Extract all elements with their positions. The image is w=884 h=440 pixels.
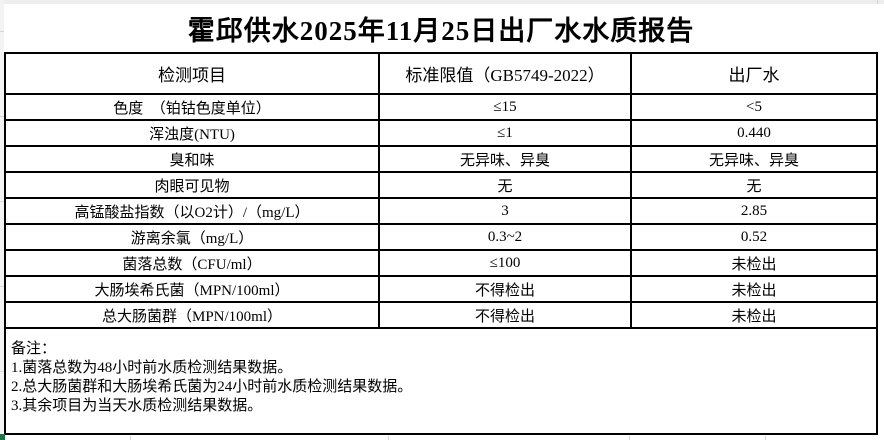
sheet-left-margin [0,0,4,440]
item-cell[interactable]: 高锰酸盐指数（以O2计）/（mg/L） [6,199,380,223]
table-row: 肉眼可见物 无 无 [6,173,876,199]
limit-cell[interactable]: 3 [380,199,632,223]
header-cell-item[interactable]: 检测项目 [6,54,380,93]
item-cell[interactable]: 总大肠菌群（MPN/100ml） [6,303,380,327]
header-cell-limit[interactable]: 标准限值（GB5749-2022） [380,54,632,93]
item-cell[interactable]: 游离余氯（mg/L） [6,225,380,249]
item-cell[interactable]: 菌落总数（CFU/ml） [6,251,380,275]
sheet-gridline [0,201,4,202]
item-cell[interactable]: 臭和味 [6,147,380,171]
notes-line-2: 2.总大肠菌群和大肠埃希氏菌为24小时前水质检测结果数据。 [11,379,413,395]
notes-label: 备注： [11,341,57,357]
factory-cell[interactable]: 无 [746,178,762,195]
item-cell[interactable]: 肉眼可见物 [6,173,380,197]
report-grid: 检测项目 标准限值（GB5749-2022） 出厂水 色度 （铂钴色度单位） ≤… [4,52,878,435]
sheet-gridline [765,436,766,440]
header-row: 检测项目 标准限值（GB5749-2022） 出厂水 [6,54,876,95]
sheet-gridline [0,116,4,117]
limit-cell[interactable]: ≤100 [380,251,632,275]
water-quality-report-table: 霍邱供水2025年11月25日出厂水水质报告 检测项目 标准限值（GB5749-… [4,4,878,435]
report-title-cell[interactable]: 霍邱供水2025年11月25日出厂水水质报告 [4,4,878,52]
table-row: 大肠埃希氏菌（MPN/100ml） 不得检出 未检出 [6,277,876,303]
factory-cell[interactable]: 0.52 [740,228,768,245]
sheet-gridline [629,436,630,440]
factory-cell[interactable]: 未检出 [731,308,777,325]
sheet-gridline [0,286,4,287]
notes-line-1: 1.菌落总数为48小时前水质检测结果数据。 [11,360,293,376]
sheet-gridline [388,436,389,440]
notes-cell[interactable]: 备注： 1.菌落总数为48小时前水质检测结果数据。 2.总大肠菌群和大肠埃希氏菌… [6,329,876,433]
notes-line-3: 3.其余项目为当天水质检测结果数据。 [11,398,263,414]
factory-cell[interactable]: 未检出 [731,282,777,299]
table-row: 高锰酸盐指数（以O2计）/（mg/L） 3 2.85 [6,199,876,225]
sheet-gridline [0,31,4,32]
limit-cell[interactable]: 无异味、异臭 [380,147,632,171]
limit-cell[interactable]: ≤1 [380,121,632,145]
limit-cell[interactable]: ≤15 [380,95,632,119]
selection-fill-handle[interactable] [0,434,5,440]
sheet-gridline [0,371,4,372]
table-row: 浑浊度(NTU) ≤1 0.440 [6,121,876,147]
factory-cell[interactable]: 2.85 [740,202,768,219]
table-row: 游离余氯（mg/L） 0.3~2 0.52 [6,225,876,251]
limit-cell[interactable]: 不得检出 [380,277,632,301]
factory-cell[interactable]: 无异味、异臭 [708,152,799,169]
report-title: 霍邱供水2025年11月25日出厂水水质报告 [187,15,695,46]
table-row: 臭和味 无异味、异臭 无异味、异臭 [6,147,876,173]
limit-cell[interactable]: 无 [380,173,632,197]
limit-cell[interactable]: 不得检出 [380,303,632,327]
sheet-gridline [130,436,131,440]
header-cell-factory[interactable]: 出厂水 [728,66,780,85]
factory-cell[interactable]: 未检出 [731,256,777,273]
sheet-top-margin [0,0,884,4]
item-cell[interactable]: 色度 （铂钴色度单位） [6,95,380,119]
table-row: 菌落总数（CFU/ml） ≤100 未检出 [6,251,876,277]
item-cell[interactable]: 浑浊度(NTU) [6,121,380,145]
table-row: 总大肠菌群（MPN/100ml） 不得检出 未检出 [6,303,876,329]
factory-cell[interactable]: 0.440 [737,124,771,141]
table-row: 色度 （铂钴色度单位） ≤15 <5 [6,95,876,121]
limit-cell[interactable]: 0.3~2 [380,225,632,249]
factory-cell[interactable]: <5 [746,98,762,115]
item-cell[interactable]: 大肠埃希氏菌（MPN/100ml） [6,277,380,301]
